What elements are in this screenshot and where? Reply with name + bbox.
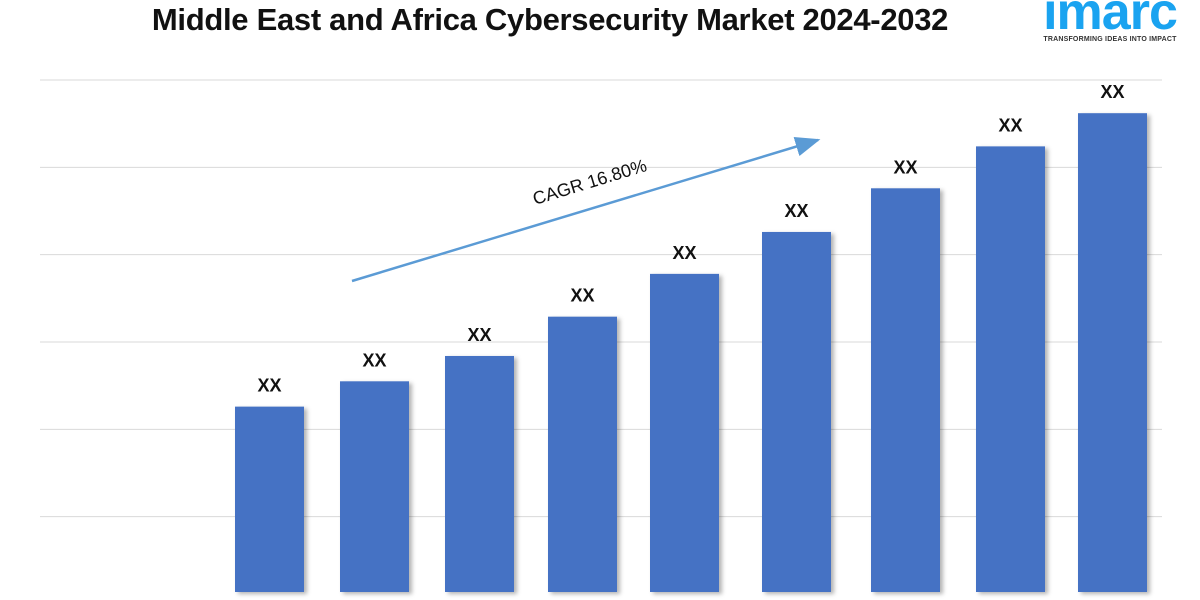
data-label: XX [362,350,386,370]
data-label: XX [784,201,808,221]
bar [340,381,409,592]
bar [976,146,1045,592]
bar [445,355,514,592]
data-label: XX [467,325,491,345]
bar [650,273,719,592]
data-label: XX [998,115,1022,135]
logo-tagline: TRANSFORMING IDEAS INTO IMPACT [1043,36,1177,43]
data-label: XX [257,376,281,396]
bar [1078,113,1147,592]
bar [871,188,940,592]
logo-word: imarc [1043,0,1178,41]
data-label: XX [893,157,917,177]
bar [548,316,617,592]
cagr-annotation: CAGR 16.80% [530,155,649,209]
data-label: XX [672,243,696,263]
data-label: XX [570,286,594,306]
cagr-arrow [351,136,821,283]
bar [762,231,831,592]
data-label: XX [1100,82,1124,102]
imarc-logo: imarc TRANSFORMING IDEAS INTO IMPACT [1030,0,1190,43]
bar [235,406,304,592]
chart-title: Middle East and Africa Cybersecurity Mar… [151,2,949,37]
